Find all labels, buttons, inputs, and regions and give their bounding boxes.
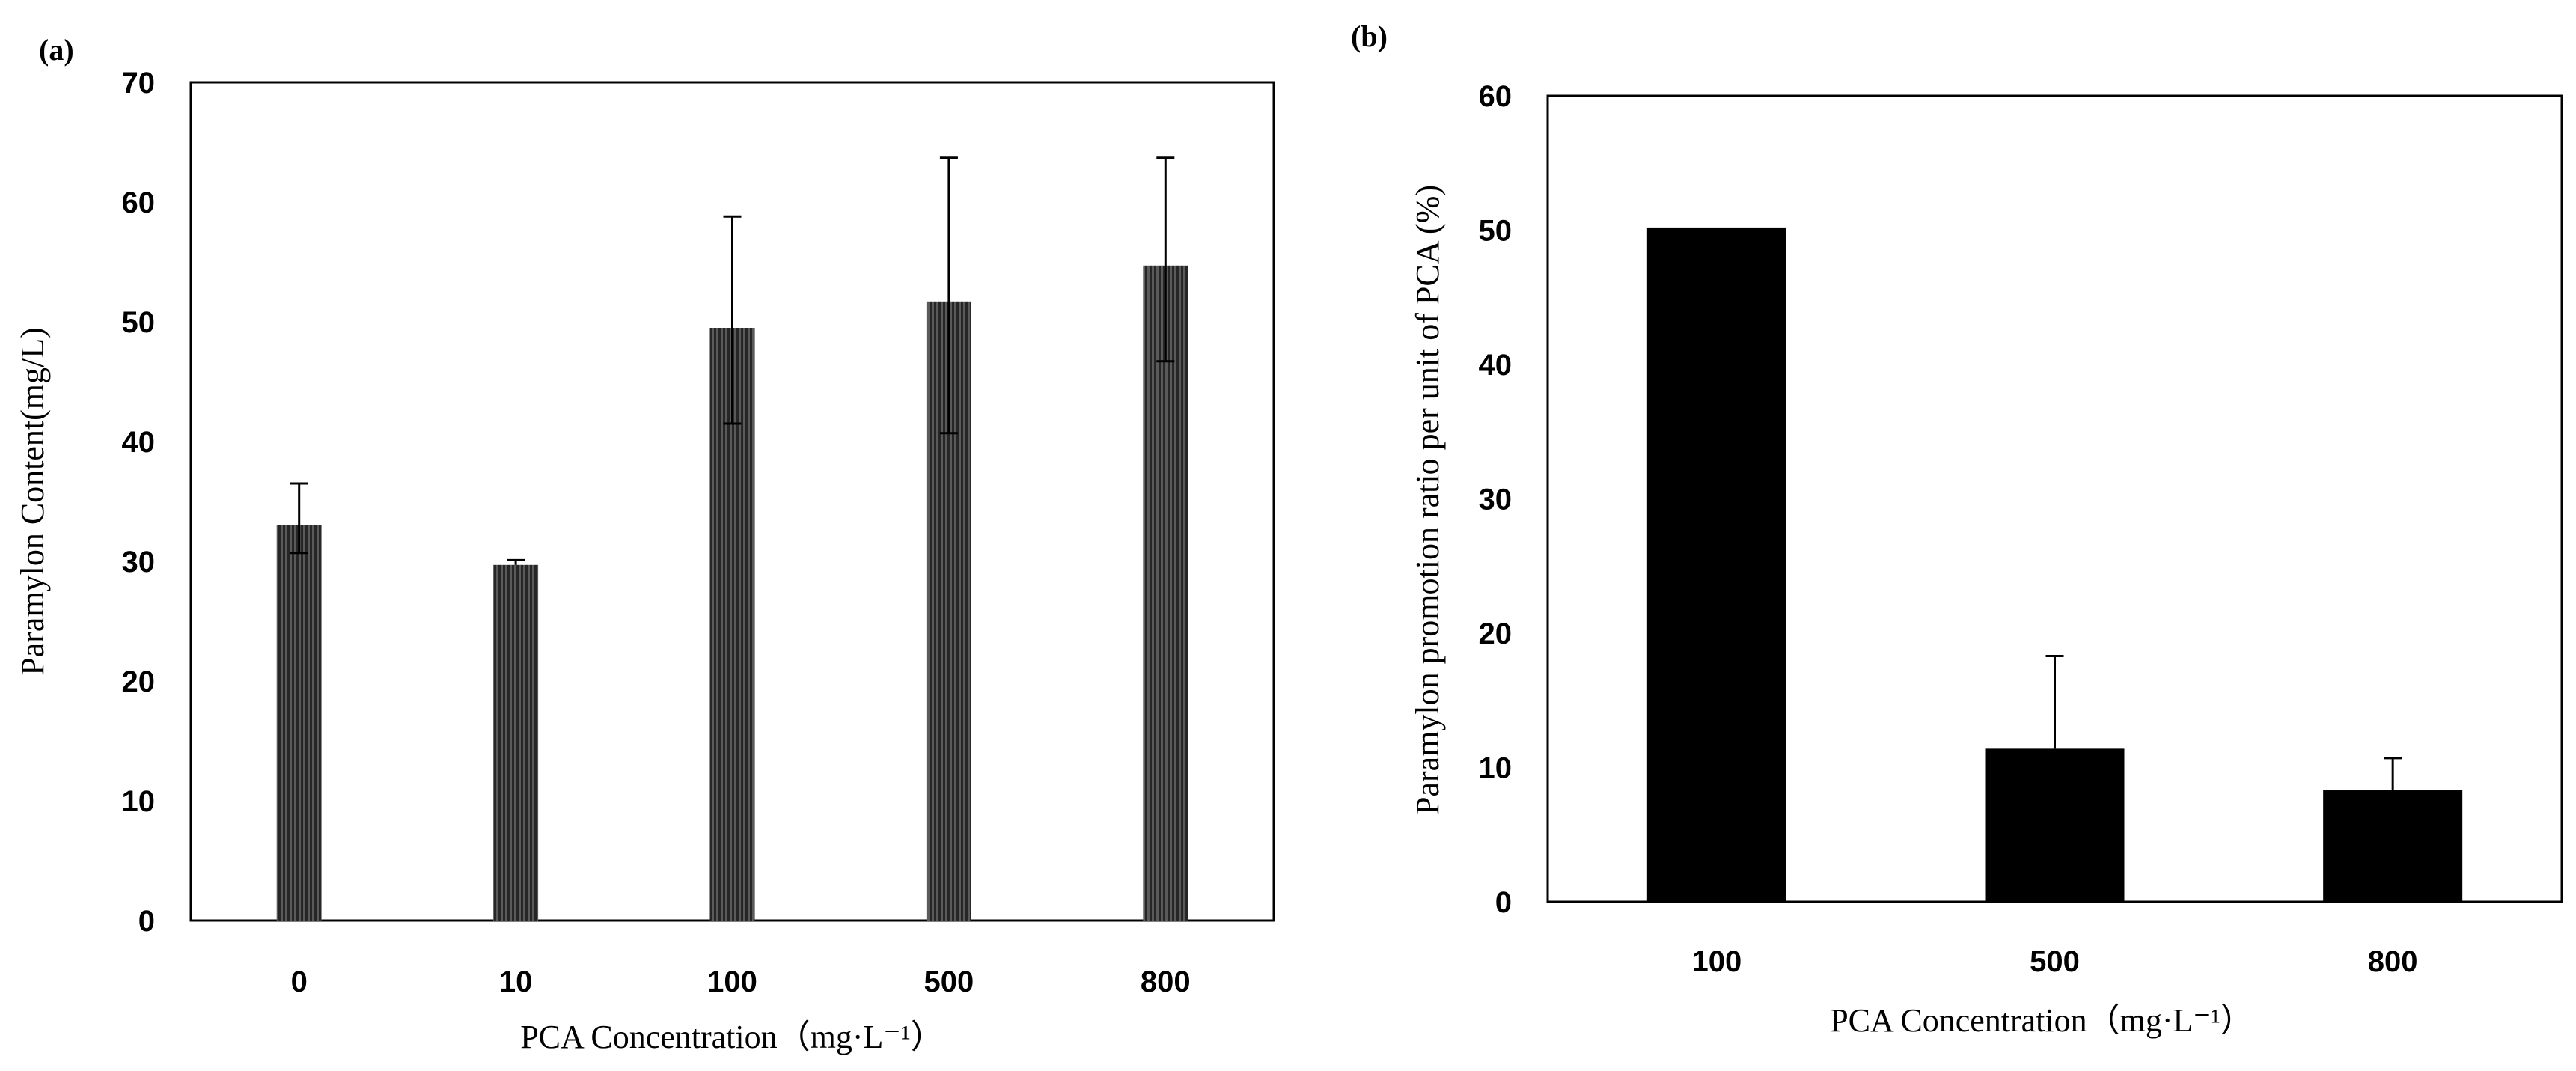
bar-100 <box>709 328 755 921</box>
bar-10 <box>493 564 539 921</box>
y-tick-label: 30 <box>122 546 156 579</box>
chart-panel-a: (a) 0 10 20 30 40 50 60 70 0 10 100 500 800 Paramyl… <box>14 33 1275 1055</box>
y-tick-label: 30 <box>1479 483 1513 516</box>
bar-800 <box>2323 790 2463 902</box>
x-tick-label: 800 <box>2368 945 2418 978</box>
x-tick-label: 100 <box>1691 945 1742 978</box>
panel-b-x-tick-labels: 100 500 800 <box>1691 945 2417 978</box>
panel-a-y-tick-labels: 0 10 20 30 40 50 60 70 <box>122 67 156 938</box>
y-tick-label: 0 <box>1495 886 1512 919</box>
x-tick-label: 0 <box>291 965 308 998</box>
panel-a-error-bars <box>290 156 1175 565</box>
bar-800 <box>1143 265 1188 921</box>
y-tick-label: 10 <box>1479 752 1513 785</box>
panel-b-error-bars <box>2045 655 2402 791</box>
x-tick-label: 10 <box>499 965 533 998</box>
y-tick-label: 60 <box>122 186 156 219</box>
panel-b-label: (b) <box>1351 19 1388 53</box>
panel-b-y-axis-label: Paramylon promotion ratio per unit of PC… <box>1409 185 1446 815</box>
x-tick-label: 100 <box>707 965 757 998</box>
y-tick-label: 20 <box>122 665 156 698</box>
y-tick-label: 50 <box>122 306 156 339</box>
panel-b-y-tick-labels: 0 10 20 30 40 50 60 <box>1479 80 1513 919</box>
chart-panel-b: (b) 0 10 20 30 40 50 60 100 500 800 Paramylon pr… <box>1351 19 2563 1039</box>
y-tick-label: 40 <box>122 426 156 459</box>
y-tick-label: 40 <box>1479 349 1513 382</box>
panel-a-label: (a) <box>39 33 74 67</box>
y-tick-label: 0 <box>138 905 155 938</box>
y-tick-label: 70 <box>122 67 156 100</box>
panel-a-y-axis-label: Paramylon Content(mg/L) <box>14 327 51 676</box>
x-tick-label: 800 <box>1141 965 1191 998</box>
bar-100 <box>1646 227 1786 902</box>
y-tick-label: 20 <box>1479 617 1513 650</box>
panel-a-x-axis-label: PCA Concentration（mg·L⁻¹） <box>520 1019 944 1055</box>
y-tick-label: 60 <box>1479 80 1513 113</box>
x-tick-label: 500 <box>924 965 974 998</box>
x-tick-label: 500 <box>2030 945 2080 978</box>
panel-b-x-axis-label: PCA Concentration（mg·L⁻¹） <box>1830 1002 2253 1039</box>
panel-a-bars <box>276 265 1188 921</box>
y-tick-label: 50 <box>1479 215 1513 248</box>
panel-a-x-tick-labels: 0 10 100 500 800 <box>291 965 1191 998</box>
panel-b-bars <box>1646 227 2463 902</box>
bar-0 <box>276 525 322 921</box>
bar-500 <box>1985 748 2125 902</box>
y-tick-label: 10 <box>122 785 156 818</box>
